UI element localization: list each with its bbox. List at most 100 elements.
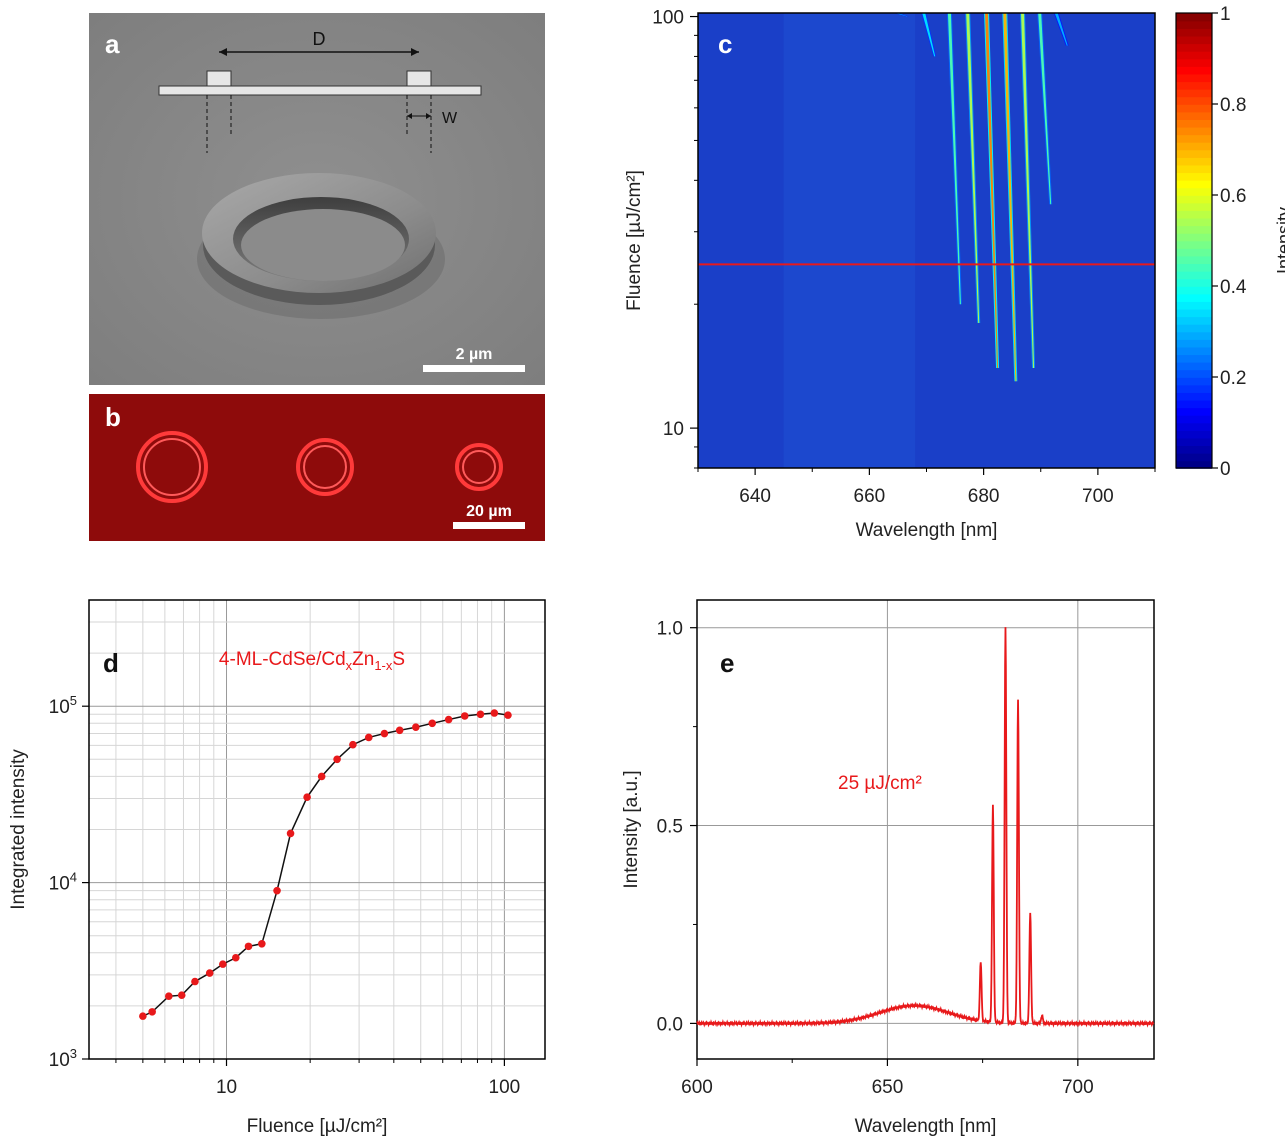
data-point	[444, 715, 453, 724]
colorbar	[1176, 13, 1212, 469]
data-point	[148, 1008, 156, 1016]
y-tick-label: 100	[652, 8, 684, 29]
colorbar-segment	[1176, 270, 1212, 280]
heatmap-mode-684.5	[1003, 13, 1017, 382]
sem-image: D W a 2 µm	[89, 13, 545, 385]
heatmap-spontaneous-emission	[783, 13, 916, 468]
colorbar-segment	[1176, 278, 1212, 287]
y-tick-label: 103	[49, 1046, 77, 1071]
colorbar-segment	[1176, 172, 1212, 181]
data-point	[333, 755, 341, 764]
colorbar-segment	[1176, 384, 1212, 393]
data-point	[476, 710, 485, 719]
series-points	[139, 709, 512, 1020]
colorbar-segment	[1176, 437, 1212, 447]
colorbar-tick-label: 0.2	[1220, 368, 1246, 389]
colorbar-segment	[1176, 96, 1212, 105]
x-tick-label: 650	[872, 1077, 904, 1098]
data-point	[412, 723, 420, 732]
chart-d: 10 100 103 104 105 Fluence [µJ/cm²] Integrated…	[8, 599, 546, 1137]
colorbar-segment	[1176, 286, 1212, 295]
y-axis-label: Fluence [µJ/cm²]	[624, 170, 645, 311]
x-tick-label: 660	[854, 486, 886, 507]
data-point	[273, 886, 281, 895]
data-point	[286, 829, 295, 838]
chart-annotation: 4-ML-CdSe/CdxZn1-xS	[219, 649, 405, 673]
data-point	[258, 939, 266, 948]
fluorescent-ring-medium	[296, 438, 354, 496]
fluorescence-background	[89, 394, 545, 541]
x-tick-label: 700	[1082, 486, 1114, 507]
colorbar-segment	[1176, 331, 1212, 340]
heatmap-mode-670.3	[922, 13, 936, 57]
fluorescence-image: b 20 µm	[89, 394, 545, 541]
colorbar-segment	[1176, 248, 1212, 257]
colorbar-segment	[1176, 58, 1212, 67]
colorbar-segment	[1176, 119, 1212, 128]
data-point	[177, 991, 186, 999]
panel-d: 10 100 103 104 105 Fluence [µJ/cm²] Integrated…	[0, 580, 600, 1140]
colorbar-segment	[1176, 20, 1212, 29]
scalebar-b-label: 20 µm	[466, 503, 512, 520]
data-point	[165, 992, 173, 1000]
data-point	[139, 1012, 147, 1020]
colorbar-segment	[1176, 126, 1212, 136]
dimension-w-label: W	[442, 110, 458, 127]
panel-label-b: b	[105, 402, 121, 432]
panel-label-c: c	[718, 29, 732, 59]
data-point	[205, 969, 214, 977]
y-tick-label: 105	[49, 693, 77, 718]
data-point	[191, 977, 199, 986]
colorbar-frame	[1175, 12, 1213, 469]
colorbar-segment	[1176, 293, 1212, 302]
x-tick-label: 10	[216, 1077, 237, 1098]
scalebar-a	[423, 365, 525, 372]
scalebar-a-label: 2 µm	[456, 346, 493, 363]
colorbar-segment	[1176, 399, 1212, 409]
colorbar-segment	[1176, 141, 1212, 151]
data-point	[364, 733, 373, 742]
panel-label-d: d	[103, 648, 119, 678]
colorbar-segment	[1176, 50, 1212, 60]
colorbar-segment	[1176, 164, 1212, 174]
colorbar-segment	[1176, 422, 1212, 431]
panel-b: b 20 µm	[89, 394, 545, 541]
colorbar-tick-label: 1	[1220, 4, 1231, 25]
y-tick-label: 1.0	[657, 619, 683, 640]
data-point	[317, 772, 326, 781]
plot-frame	[88, 599, 546, 1060]
data-point	[244, 942, 253, 951]
y-tick-label: 0.0	[657, 1014, 683, 1035]
y-tick-label: 10	[663, 419, 684, 440]
panel-label-a: a	[105, 29, 120, 59]
colorbar-segment	[1176, 149, 1212, 158]
heatmap-mode-665.5	[894, 13, 908, 17]
data-point	[231, 953, 240, 962]
colorbar-tick-label: 0	[1220, 459, 1231, 480]
colorbar-segment	[1176, 104, 1212, 113]
heatmap-mode-690.6	[1038, 13, 1052, 205]
y-tick-label: 104	[49, 870, 77, 895]
colorbar-tick-label: 0.8	[1220, 95, 1246, 116]
data-point	[490, 709, 499, 717]
data-point	[460, 712, 469, 720]
x-axis-label: Wavelength [nm]	[856, 520, 998, 541]
heatmap-mode-681.3	[985, 13, 999, 368]
colorbar-segment	[1176, 430, 1212, 439]
colorbar-segment	[1176, 361, 1212, 371]
colorbar-segment	[1176, 187, 1212, 196]
colorbar-label: Intensity	[1274, 207, 1285, 274]
colorbar-segment	[1176, 407, 1212, 416]
colorbar-segment	[1176, 369, 1212, 378]
data-point	[219, 960, 227, 968]
colorbar-segment	[1176, 202, 1212, 211]
colorbar-segment	[1176, 377, 1212, 386]
colorbar-segment	[1176, 308, 1212, 318]
chart-annotation: 25 µJ/cm²	[838, 773, 922, 794]
heatmap-mode-674.8	[947, 13, 961, 305]
x-tick-label: 640	[739, 486, 771, 507]
colorbar-segment	[1176, 43, 1212, 52]
plot-area	[697, 600, 1154, 1059]
colorbar-segment	[1176, 354, 1212, 363]
colorbar-segment	[1176, 13, 1212, 22]
